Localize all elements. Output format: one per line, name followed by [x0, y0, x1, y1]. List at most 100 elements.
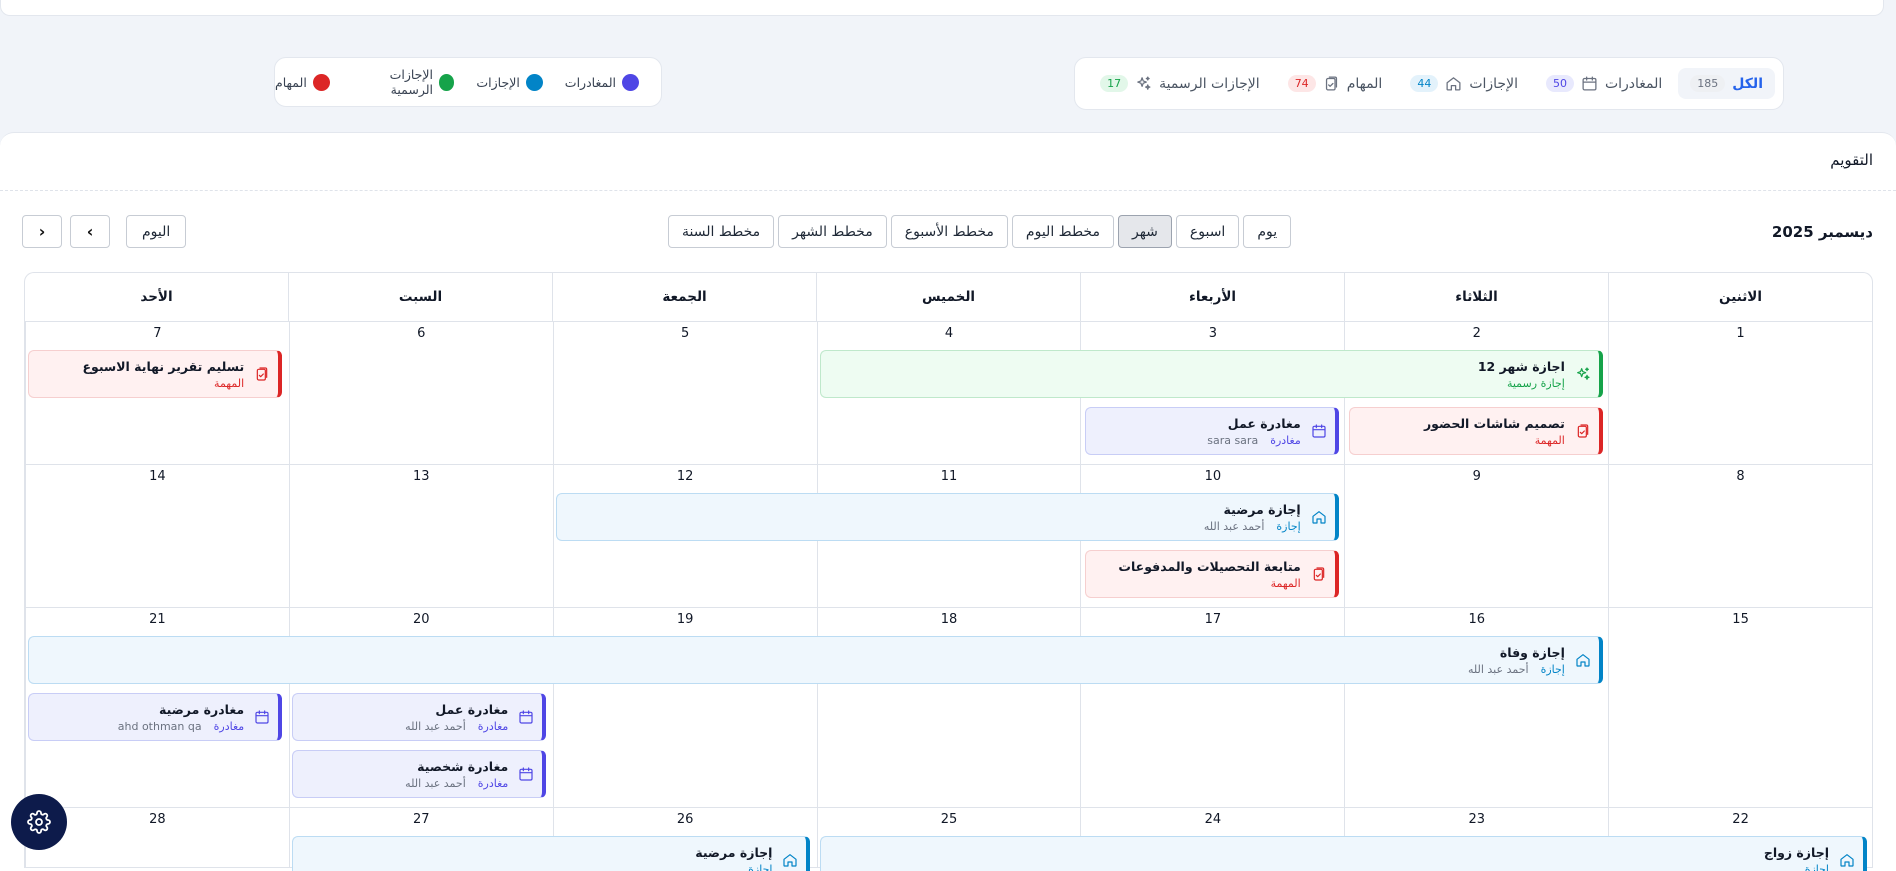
view-button[interactable]: مخطط الأسبوع	[890, 215, 1008, 248]
day-number[interactable]: 20	[413, 612, 430, 627]
day-cell[interactable]: 27	[288, 808, 553, 867]
day-cell[interactable]: 5	[552, 322, 817, 464]
day-cell[interactable]: 18	[816, 608, 1081, 807]
calendar-icon	[254, 709, 270, 725]
day-cell[interactable]: 7	[24, 322, 289, 464]
event-title: تصميم شاشات الحضور	[1423, 415, 1565, 431]
calendar-event[interactable]: إجازة مرضية إجازة أحمد عبد الله	[556, 493, 1339, 541]
view-button[interactable]: مخطط السنة	[668, 215, 775, 248]
event-text: إجازة زواج إجازة	[1764, 845, 1829, 871]
next-month-button[interactable]: ›	[22, 215, 62, 248]
calendar-icon	[1581, 75, 1598, 92]
event-text: تسليم تقرير نهاية الاسبوع المهمة	[82, 359, 244, 390]
day-number[interactable]: 13	[413, 469, 430, 484]
day-number[interactable]: 10	[1204, 469, 1222, 484]
day-cell[interactable]: 16	[1344, 608, 1608, 807]
day-number[interactable]: 28	[149, 812, 166, 827]
event-title: إجازة وفاة	[1499, 644, 1565, 660]
day-number[interactable]: 9	[1472, 469, 1481, 484]
event-meta: إجازة رسمية	[1478, 377, 1565, 390]
divider	[0, 190, 1896, 191]
view-button[interactable]: مخطط الشهر	[778, 215, 887, 248]
event-title: مغادرة شخصية	[417, 758, 509, 774]
day-cell[interactable]: 13	[288, 465, 553, 607]
legend-dot	[622, 73, 639, 91]
calendar-event[interactable]: اجازة شهر 12 إجازة رسمية	[820, 350, 1603, 398]
day-number[interactable]: 19	[676, 612, 694, 627]
day-cell[interactable]: 9	[1344, 465, 1608, 607]
filter-label: المغادرات	[1604, 75, 1663, 92]
calendar-event[interactable]: مغادرة مرضية مغادرة ahd othman qa	[28, 693, 283, 741]
event-title: متابعة التحصيلات والمدفوعات	[1118, 558, 1301, 574]
view-button[interactable]: يوم	[1243, 215, 1292, 248]
calendar-event[interactable]: إجازة وفاة إجازة أحمد عبد الله	[28, 636, 1603, 684]
day-cell[interactable]: 21	[24, 608, 289, 807]
day-cell[interactable]: 12	[552, 465, 817, 607]
day-number[interactable]: 11	[940, 469, 958, 484]
day-number[interactable]: 5	[680, 326, 690, 341]
day-number[interactable]: 15	[1732, 612, 1749, 627]
day-number[interactable]: 12	[676, 469, 694, 484]
day-cell[interactable]: 1	[1608, 322, 1872, 464]
calendar-event[interactable]: إجازة مرضية إجازة	[292, 836, 811, 871]
calendar-event[interactable]: مغادرة عمل مغادرة sara sara	[1084, 407, 1339, 455]
filter-home[interactable]: الإجازات 44	[1398, 68, 1530, 99]
view-button[interactable]: اسبوع	[1175, 215, 1240, 248]
day-number[interactable]: 2	[1472, 326, 1481, 341]
home-icon	[1575, 652, 1591, 668]
event-person: ahd othman qa	[117, 719, 202, 733]
view-button[interactable]: شهر	[1117, 215, 1172, 248]
filter-all[interactable]: الكل 185	[1678, 68, 1775, 99]
day-number[interactable]: 25	[940, 812, 958, 827]
calendar-event[interactable]: مغادرة عمل مغادرة أحمد عبد الله	[292, 693, 547, 741]
day-cell[interactable]: 17	[1080, 608, 1344, 807]
day-cell[interactable]: 20	[288, 608, 553, 807]
day-number[interactable]: 17	[1204, 612, 1222, 627]
calendar-event[interactable]: إجازة زواج إجازة	[820, 836, 1867, 871]
day-number[interactable]: 6	[417, 326, 426, 341]
day-cell[interactable]: 8	[1608, 465, 1872, 607]
day-cell[interactable]: 15	[1608, 608, 1872, 807]
today-button[interactable]: اليوم	[126, 215, 187, 248]
event-meta: إجازة أحمد عبد الله	[1204, 520, 1301, 533]
event-text: إجازة مرضية إجازة أحمد عبد الله	[1204, 502, 1301, 533]
day-number[interactable]: 4	[944, 326, 954, 341]
day-number[interactable]: 24	[1204, 812, 1222, 827]
event-type: مغادرة	[1270, 433, 1301, 447]
calendar-event[interactable]: متابعة التحصيلات والمدفوعات المهمة	[1084, 550, 1339, 598]
day-number[interactable]: 8	[1736, 469, 1745, 484]
month-label: ديسمبر 2025	[1771, 223, 1873, 241]
day-number[interactable]: 7	[153, 326, 162, 341]
day-cell[interactable]: 6	[288, 322, 553, 464]
month-grid: الاثنين الثلاثاء الأربعاء الخميس الجمعة السبت…	[24, 272, 1873, 871]
view-button[interactable]: مخطط اليوم	[1011, 215, 1114, 248]
day-number[interactable]: 1	[1736, 326, 1745, 341]
day-number[interactable]: 14	[149, 469, 166, 484]
settings-button[interactable]	[11, 794, 67, 850]
legend-item: المهام	[275, 73, 330, 91]
day-cell[interactable]: 4	[816, 322, 1081, 464]
day-number[interactable]: 27	[413, 812, 430, 827]
count-badge: 74	[1287, 75, 1316, 92]
day-number[interactable]: 23	[1468, 812, 1485, 827]
day-number[interactable]: 3	[1208, 326, 1217, 341]
day-cell[interactable]: 19	[552, 608, 817, 807]
day-cell[interactable]: 25	[816, 808, 1081, 867]
prev-month-button[interactable]: ‹	[70, 215, 110, 248]
calendar-event[interactable]: تسليم تقرير نهاية الاسبوع المهمة	[28, 350, 283, 398]
filter-sparkles[interactable]: الإجازات الرسمية 17	[1088, 68, 1272, 99]
event-type: مغادرة	[213, 719, 245, 733]
week-row: 22 23 24 25 26 27 28 إجازة زواج إجازة إجازة مرضية…	[24, 808, 1872, 871]
day-number[interactable]: 18	[940, 612, 958, 627]
filter-clipboard[interactable]: المهام 74	[1276, 68, 1395, 99]
day-number[interactable]: 26	[676, 812, 694, 827]
filter-calendar[interactable]: المغادرات 50	[1534, 68, 1674, 99]
calendar-event[interactable]: تصميم شاشات الحضور المهمة	[1348, 407, 1603, 455]
calendar-event[interactable]: مغادرة شخصية مغادرة أحمد عبد الله	[292, 750, 547, 798]
day-number[interactable]: 16	[1468, 612, 1485, 627]
event-text: مغادرة عمل مغادرة أحمد عبد الله	[405, 702, 508, 733]
day-cell[interactable]: 14	[24, 465, 289, 607]
chevron-left-icon: ‹	[86, 222, 94, 241]
day-number[interactable]: 21	[149, 612, 166, 627]
day-number[interactable]: 22	[1732, 812, 1749, 827]
